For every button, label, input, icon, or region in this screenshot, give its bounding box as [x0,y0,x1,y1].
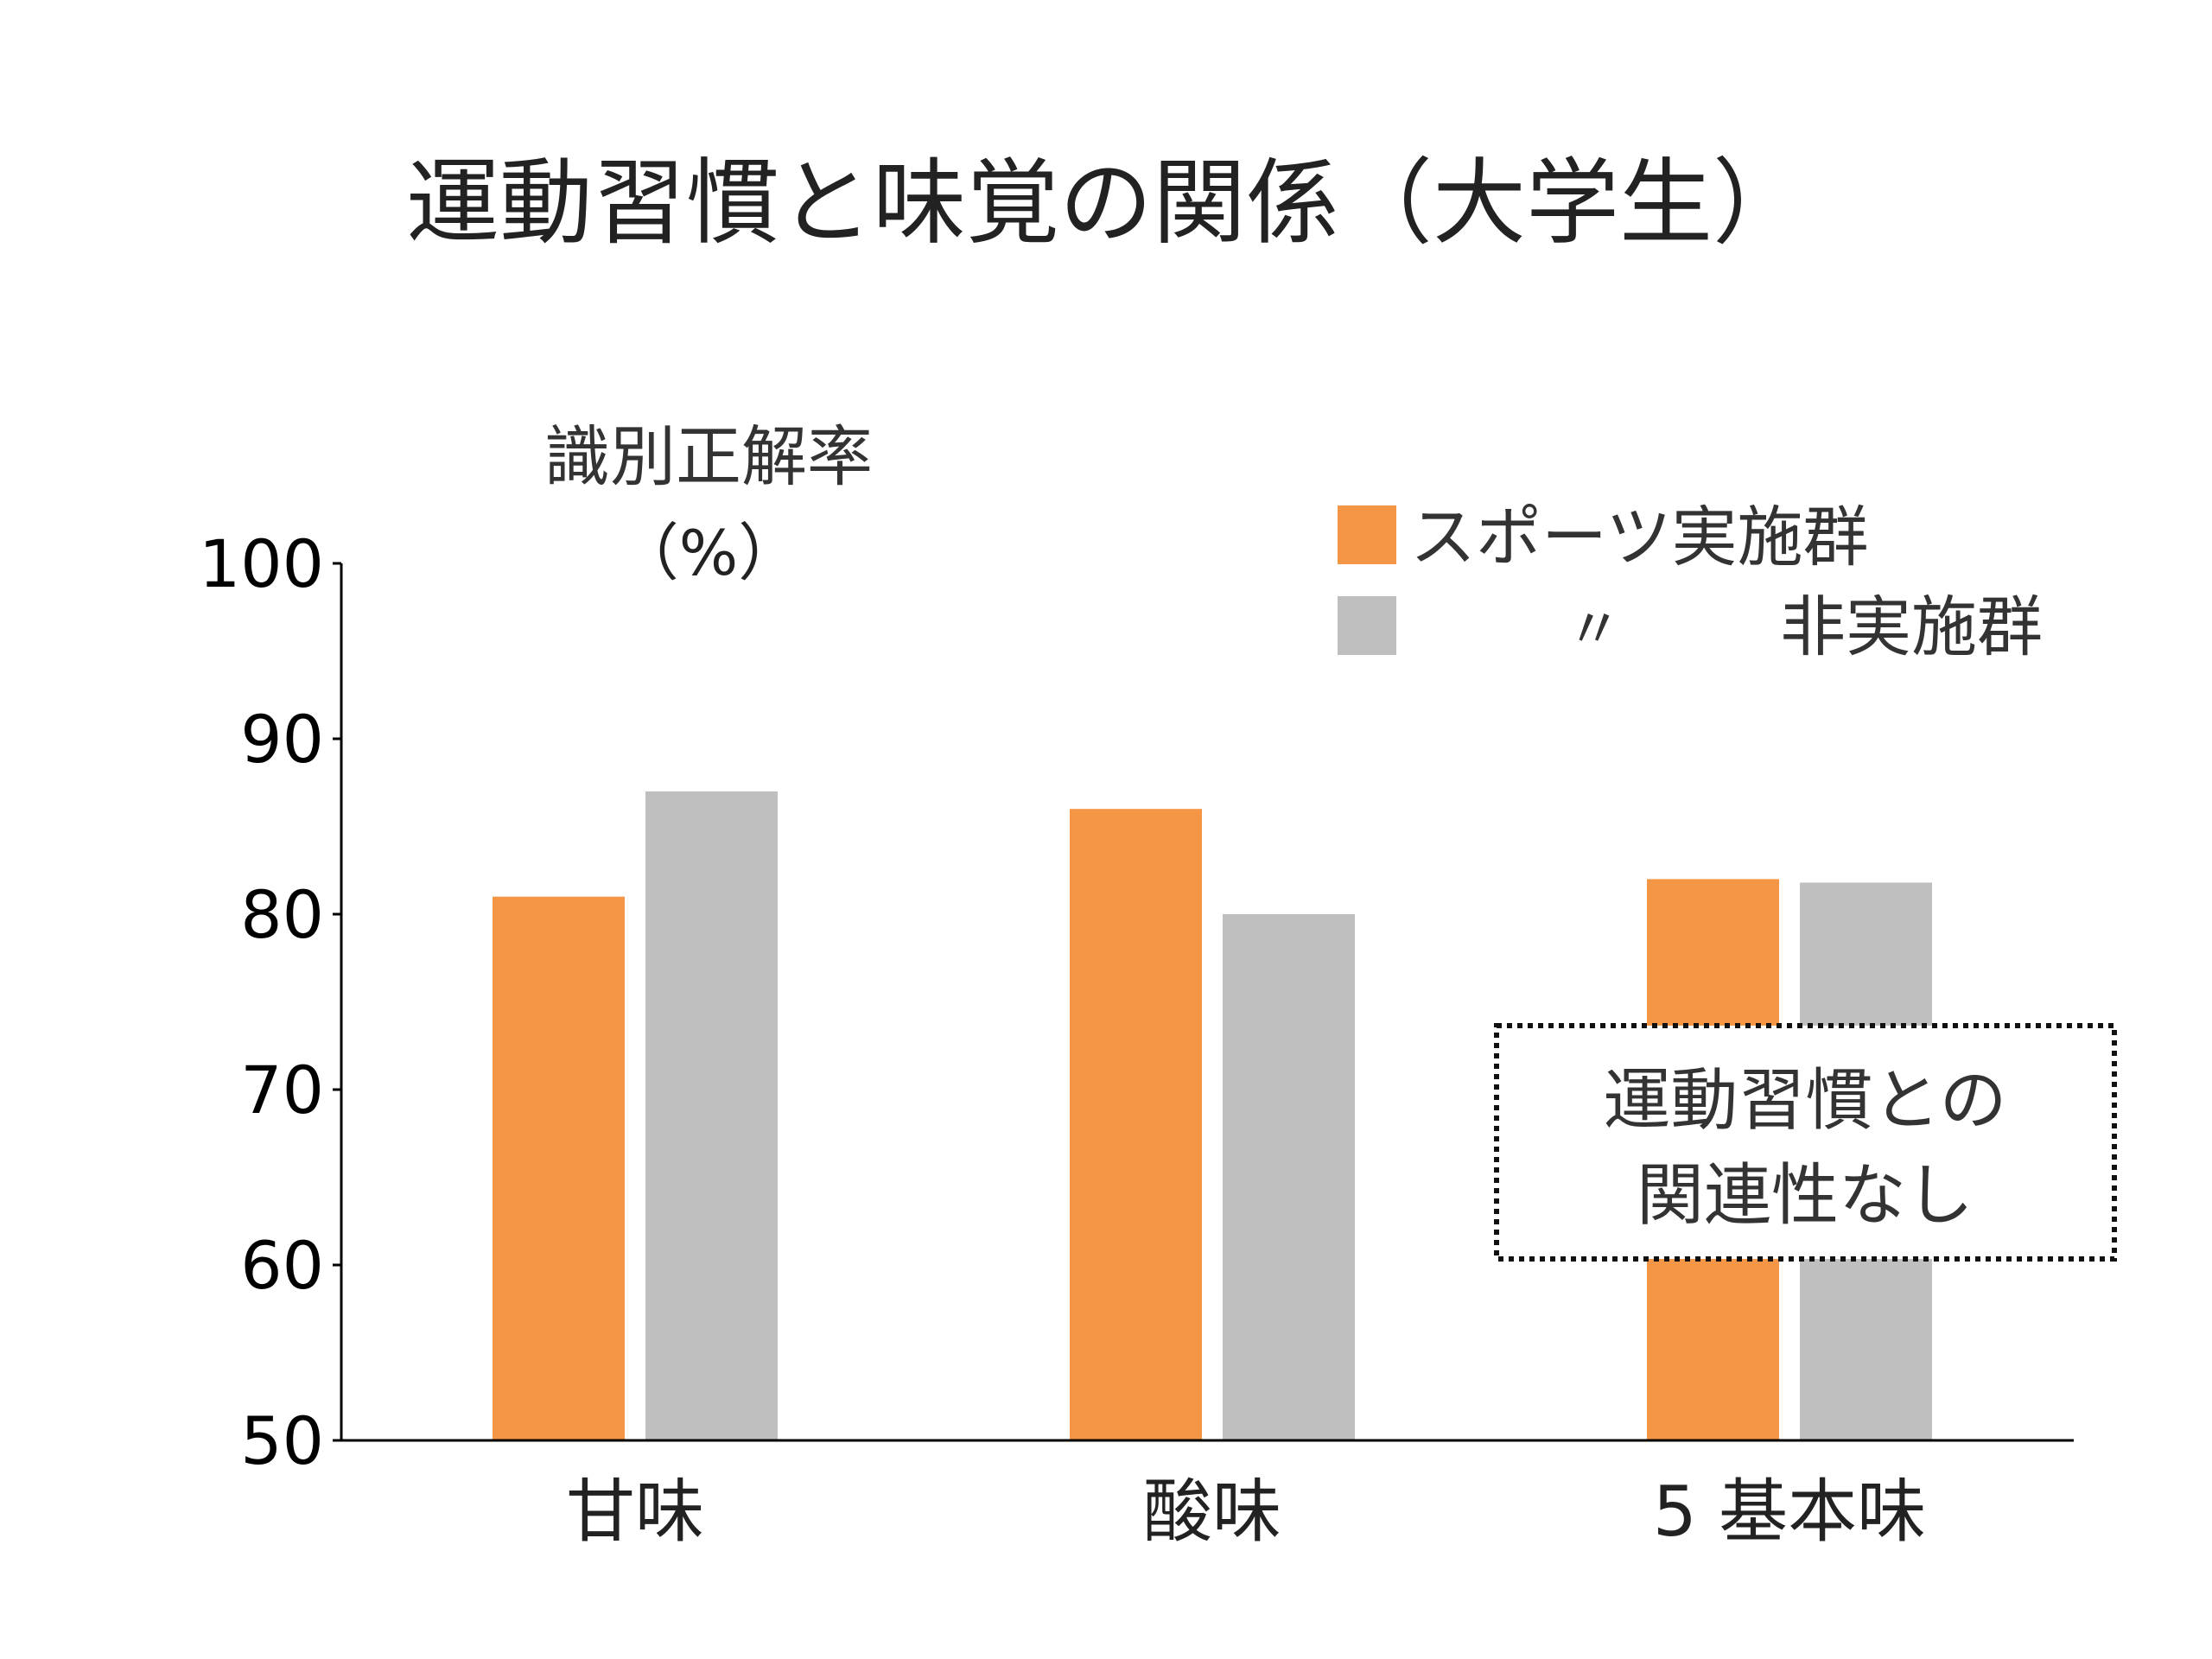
chart-title: 運動習慣と味覚の関係（大学生） [406,149,1806,257]
x-category-label: 5 基本味 [1653,1471,1926,1552]
legend-ditto-mark: 〃 [1567,598,1622,662]
y-tick-label: 90 [240,701,324,778]
legend-label-non: 非実施群 [1780,588,2043,665]
legend-label-sports: スポーツ実施群 [1410,499,1868,575]
y-tick-label: 100 [199,525,324,602]
legend-swatch-non [1338,596,1396,655]
x-category-label: 甘味 [566,1471,704,1552]
y-tick-label: 60 [240,1227,324,1304]
annotation-line2: 関連性なし [1637,1157,1974,1235]
x-category-label: 酸味 [1143,1471,1281,1552]
bars [493,791,1932,1440]
y-tick-label: 70 [240,1052,324,1128]
annotation-line1: 運動習慣との [1603,1062,2006,1140]
y-axis-label: 識別正解率 [544,418,873,495]
bar-non-0 [645,791,778,1440]
y-tick-label: 80 [240,876,324,953]
bar-sports-0 [493,896,625,1440]
bar-non-1 [1223,914,1355,1440]
y-axis: 50 60 70 80 90 100 [199,525,341,1479]
legend-swatch-sports [1338,505,1396,564]
y-tick-label: 50 [240,1402,324,1479]
annotation: 運動習慣との 関連性なし [1494,1023,2117,1262]
legend: スポーツ実施群 〃 非実施群 [1338,499,2043,665]
annotation-box [1494,1023,2117,1262]
x-axis-labels: 甘味 酸味 5 基本味 [566,1471,1926,1552]
y-axis-unit: （%） [617,517,800,589]
bar-sports-1 [1070,809,1202,1440]
